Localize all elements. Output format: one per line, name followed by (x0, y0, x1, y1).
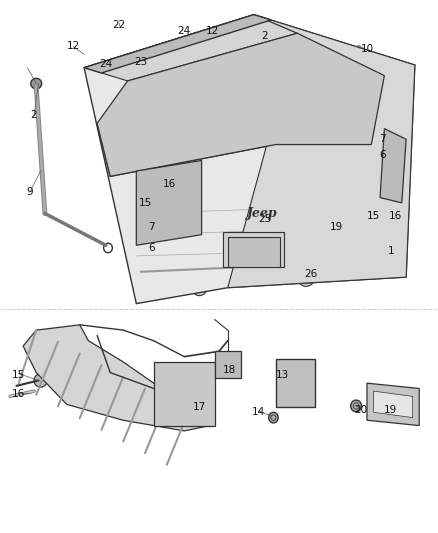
Ellipse shape (351, 400, 361, 412)
Text: 16: 16 (162, 179, 176, 189)
Polygon shape (97, 33, 385, 176)
Ellipse shape (192, 280, 207, 296)
Bar (228, 237, 280, 266)
Polygon shape (84, 14, 415, 304)
Bar (154, 362, 215, 425)
Ellipse shape (268, 413, 278, 423)
Ellipse shape (297, 268, 315, 286)
Text: 16: 16 (389, 211, 402, 221)
Ellipse shape (34, 374, 47, 387)
Text: 16: 16 (12, 389, 25, 399)
Text: 19: 19 (330, 222, 343, 232)
Polygon shape (23, 325, 210, 431)
Text: 19: 19 (384, 405, 398, 415)
Ellipse shape (397, 114, 406, 123)
Text: 15: 15 (138, 198, 152, 208)
Polygon shape (380, 128, 406, 203)
Text: 9: 9 (26, 187, 33, 197)
Text: 18: 18 (223, 365, 237, 375)
Text: 23: 23 (134, 58, 147, 67)
Polygon shape (374, 391, 413, 418)
Text: Jeep: Jeep (247, 207, 278, 220)
Text: 15: 15 (12, 370, 25, 380)
Ellipse shape (308, 402, 313, 407)
Polygon shape (84, 14, 297, 81)
Text: 13: 13 (276, 370, 289, 380)
Text: 14: 14 (251, 407, 265, 417)
Ellipse shape (277, 402, 283, 407)
Text: 7: 7 (379, 134, 385, 144)
Text: 17: 17 (193, 402, 206, 412)
Bar (276, 359, 315, 407)
Text: 6: 6 (379, 150, 385, 160)
Ellipse shape (31, 78, 42, 89)
Text: 24: 24 (99, 59, 113, 69)
Text: 2: 2 (31, 110, 37, 120)
Text: 20: 20 (354, 405, 367, 415)
Polygon shape (84, 14, 271, 73)
Ellipse shape (308, 365, 313, 370)
Ellipse shape (291, 378, 300, 389)
Ellipse shape (311, 231, 328, 249)
Bar (215, 351, 241, 378)
Text: 2: 2 (261, 31, 268, 41)
Text: 10: 10 (360, 44, 374, 54)
Text: 6: 6 (148, 243, 155, 253)
Text: 26: 26 (304, 270, 317, 279)
Polygon shape (228, 14, 415, 288)
Text: 25: 25 (258, 214, 271, 224)
Text: 15: 15 (367, 211, 380, 221)
Bar (223, 232, 284, 266)
Text: 24: 24 (177, 26, 191, 36)
Text: 7: 7 (148, 222, 155, 232)
Polygon shape (367, 383, 419, 425)
Polygon shape (136, 160, 201, 245)
Ellipse shape (277, 365, 283, 370)
Text: 12: 12 (206, 26, 219, 36)
Text: 1: 1 (388, 246, 394, 256)
Text: 12: 12 (67, 42, 80, 52)
Text: 22: 22 (112, 20, 126, 30)
